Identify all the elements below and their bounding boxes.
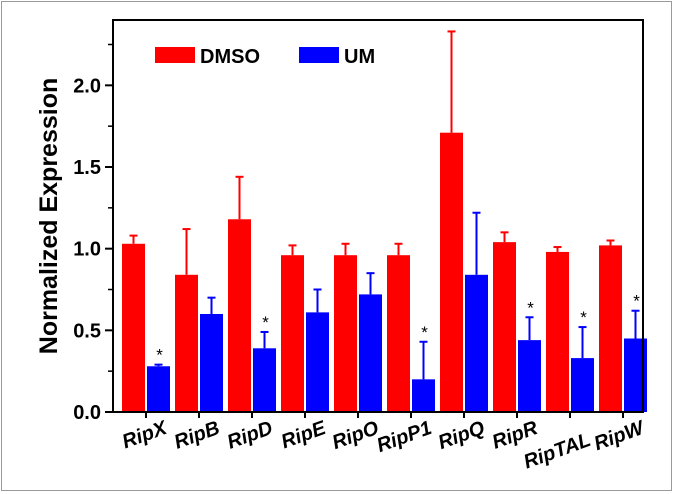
um-bar — [306, 312, 329, 412]
um-bar — [518, 340, 541, 412]
y-tick-label: 0.5 — [73, 320, 101, 342]
dmso-bar — [334, 255, 357, 412]
y-tick-label: 1.0 — [73, 239, 101, 261]
um-bar — [147, 366, 170, 412]
dmso-bar — [599, 245, 622, 412]
um-bar — [624, 338, 647, 412]
um-bar — [200, 314, 223, 412]
dmso-bar — [175, 274, 198, 412]
x-tick-label: RipW — [591, 416, 649, 455]
x-tick-label: RipX — [119, 416, 171, 453]
plot-area — [112, 19, 644, 413]
y-tick-label: 1.5 — [73, 157, 101, 179]
legend-dmso-swatch — [155, 47, 195, 63]
significance-marker: * — [633, 292, 640, 311]
dmso-bar — [493, 242, 516, 412]
y-tick-label: 0.0 — [73, 402, 101, 424]
y-tick-label: 2.0 — [73, 75, 101, 97]
legend-um-swatch — [299, 47, 339, 63]
y-axis: 0.0 0.5 1.0 1.5 2.0 — [73, 43, 113, 424]
significance-marker: * — [156, 346, 163, 365]
um-bar — [253, 348, 276, 412]
dmso-bar — [281, 255, 304, 412]
um-bar — [465, 274, 488, 412]
legend-dmso-label: DMSO — [200, 46, 260, 68]
x-tick-label: RipB — [171, 417, 222, 454]
y-axis-label: Normalized Expression — [35, 78, 63, 354]
dmso-bar — [387, 255, 410, 412]
legend-um-label: UM — [344, 46, 375, 68]
significance-marker: * — [421, 323, 428, 342]
significance-marker: * — [580, 308, 587, 327]
significance-marker: * — [262, 313, 269, 332]
x-tick-label: RipP1 — [374, 417, 435, 457]
chart-marks: * * * * * * — [122, 30, 647, 412]
legend: DMSO UM — [155, 46, 375, 68]
dmso-bar — [228, 219, 251, 412]
significance-marker: * — [527, 298, 534, 317]
dmso-bar — [122, 243, 145, 412]
dmso-bar — [546, 251, 569, 412]
um-bar — [571, 358, 594, 412]
x-tick-label: RipE — [278, 417, 329, 453]
um-bar — [412, 379, 435, 412]
dmso-bar — [440, 132, 463, 412]
x-tick-label: RipD — [224, 417, 275, 454]
x-tick-label: RipQ — [435, 417, 488, 454]
um-bar — [359, 294, 382, 412]
